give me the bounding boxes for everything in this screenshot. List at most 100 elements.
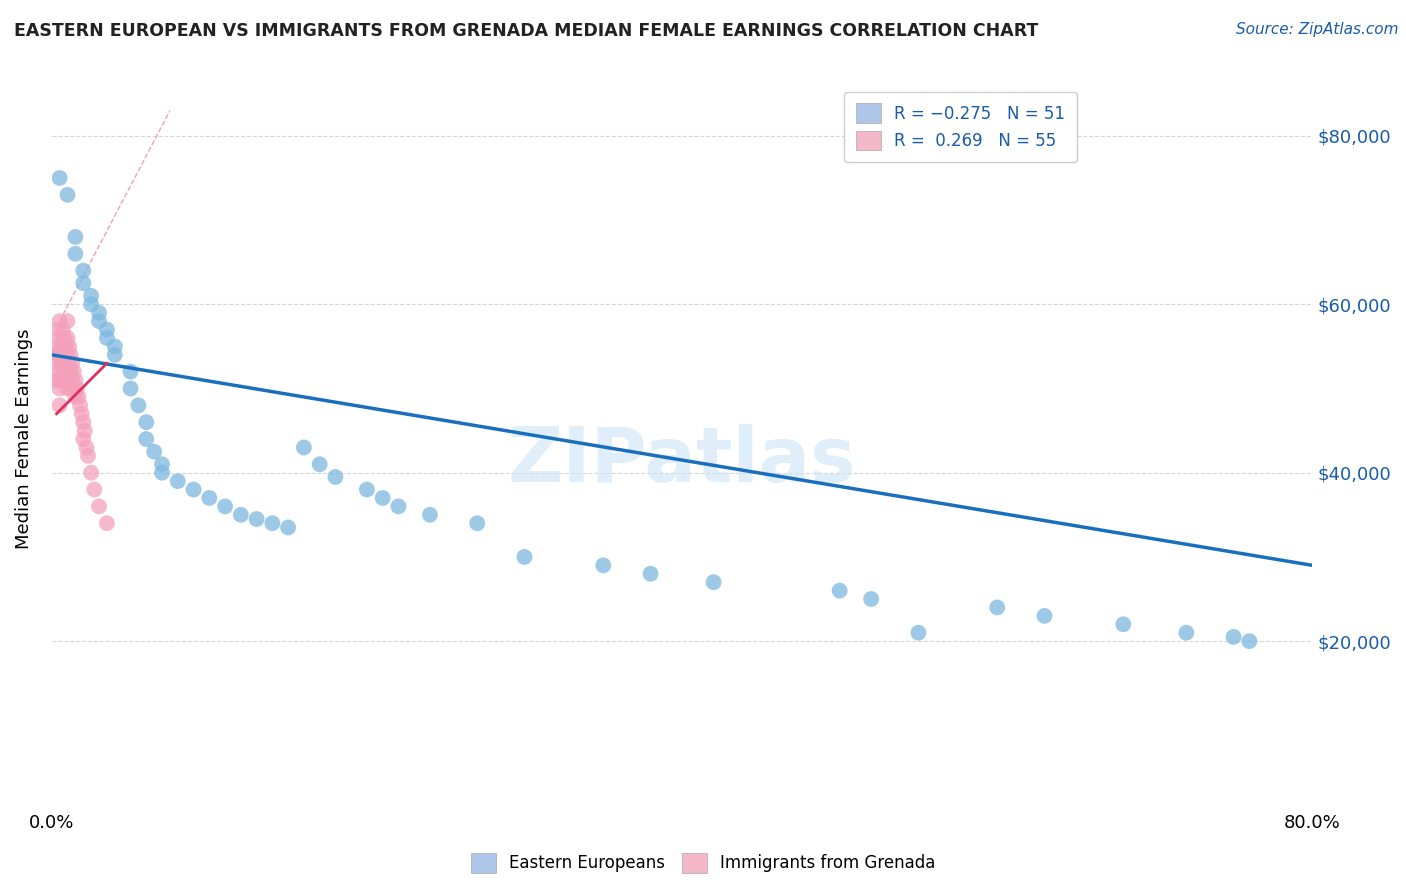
Point xyxy=(592,558,614,573)
Point xyxy=(73,424,96,438)
Point xyxy=(308,458,330,472)
Point xyxy=(60,356,83,370)
Point xyxy=(59,365,82,379)
Point xyxy=(56,331,79,345)
Text: Source: ZipAtlas.com: Source: ZipAtlas.com xyxy=(1236,22,1399,37)
Legend: R = −0.275   N = 51, R =  0.269   N = 55: R = −0.275 N = 51, R = 0.269 N = 55 xyxy=(845,92,1077,161)
Point xyxy=(419,508,441,522)
Point xyxy=(72,415,94,429)
Point xyxy=(87,306,110,320)
Point xyxy=(59,382,82,396)
Point xyxy=(356,483,378,497)
Point xyxy=(48,171,70,186)
Legend: Eastern Europeans, Immigrants from Grenada: Eastern Europeans, Immigrants from Grena… xyxy=(464,847,942,880)
Point xyxy=(262,516,284,531)
Point xyxy=(46,348,69,362)
Point xyxy=(640,566,662,581)
Point xyxy=(55,339,77,353)
Point xyxy=(246,512,269,526)
Point xyxy=(83,483,105,497)
Point xyxy=(53,365,76,379)
Point xyxy=(77,449,100,463)
Point xyxy=(66,382,89,396)
Point xyxy=(51,339,73,353)
Point xyxy=(183,483,205,497)
Point xyxy=(48,398,70,412)
Point xyxy=(62,382,84,396)
Point xyxy=(56,365,79,379)
Point xyxy=(127,398,149,412)
Point xyxy=(292,441,315,455)
Point xyxy=(1222,630,1244,644)
Point xyxy=(371,491,394,505)
Point xyxy=(214,500,236,514)
Point xyxy=(72,263,94,277)
Point xyxy=(1175,625,1198,640)
Point xyxy=(53,348,76,362)
Point xyxy=(62,365,84,379)
Point xyxy=(828,583,851,598)
Point xyxy=(48,314,70,328)
Point xyxy=(52,339,75,353)
Point xyxy=(104,348,127,362)
Point xyxy=(143,444,166,458)
Text: EASTERN EUROPEAN VS IMMIGRANTS FROM GRENADA MEDIAN FEMALE EARNINGS CORRELATION C: EASTERN EUROPEAN VS IMMIGRANTS FROM GREN… xyxy=(14,22,1039,40)
Point xyxy=(104,339,127,353)
Point xyxy=(229,508,252,522)
Point xyxy=(56,187,79,202)
Point xyxy=(58,356,80,370)
Point xyxy=(58,373,80,387)
Point xyxy=(55,373,77,387)
Point xyxy=(135,432,157,446)
Point xyxy=(52,322,75,336)
Point xyxy=(1239,634,1261,648)
Point xyxy=(860,592,883,607)
Point xyxy=(120,365,142,379)
Point xyxy=(1112,617,1135,632)
Y-axis label: Median Female Earnings: Median Female Earnings xyxy=(15,329,32,549)
Point xyxy=(907,625,929,640)
Point xyxy=(52,356,75,370)
Text: ZIPatlas: ZIPatlas xyxy=(508,425,856,499)
Point xyxy=(56,348,79,362)
Point xyxy=(46,373,69,387)
Point xyxy=(45,373,67,387)
Point xyxy=(69,398,91,412)
Point xyxy=(87,500,110,514)
Point xyxy=(58,339,80,353)
Point xyxy=(277,520,299,534)
Point xyxy=(150,458,173,472)
Point xyxy=(51,356,73,370)
Point xyxy=(65,390,87,404)
Point xyxy=(46,322,69,336)
Point xyxy=(96,331,118,345)
Point xyxy=(87,314,110,328)
Point xyxy=(52,373,75,387)
Point xyxy=(53,331,76,345)
Point xyxy=(80,297,103,311)
Point xyxy=(80,466,103,480)
Point xyxy=(48,331,70,345)
Point xyxy=(59,348,82,362)
Point xyxy=(70,407,93,421)
Point xyxy=(65,247,87,261)
Point xyxy=(166,474,188,488)
Point xyxy=(96,516,118,531)
Point xyxy=(150,466,173,480)
Point xyxy=(96,322,118,336)
Point xyxy=(48,348,70,362)
Point xyxy=(51,373,73,387)
Point xyxy=(513,549,536,564)
Point xyxy=(135,415,157,429)
Point xyxy=(75,441,97,455)
Point xyxy=(72,277,94,291)
Point xyxy=(1033,608,1056,623)
Point xyxy=(48,382,70,396)
Point xyxy=(72,432,94,446)
Point xyxy=(387,500,409,514)
Point xyxy=(986,600,1008,615)
Point xyxy=(65,230,87,244)
Point xyxy=(703,575,725,590)
Point xyxy=(325,470,347,484)
Point xyxy=(60,373,83,387)
